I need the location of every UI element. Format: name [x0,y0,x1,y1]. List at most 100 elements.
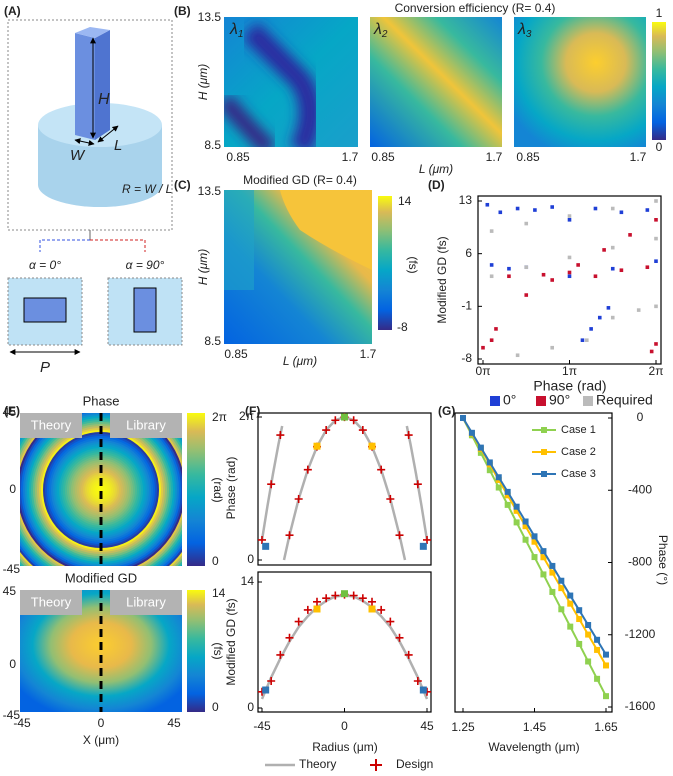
design-point [331,416,340,425]
heatmap [224,190,372,344]
y-tick-label: -800 [628,555,652,569]
data-point [594,646,601,653]
data-point [603,693,609,700]
data-point [498,210,503,215]
data-point [549,562,556,569]
data-point [654,218,658,222]
data-point [558,606,565,613]
design-point [395,531,404,540]
y-axis-label: Phase (°) [656,535,670,585]
x-axis-label: Phase (rad) [533,378,606,394]
overlay-box [20,590,82,615]
design-point [395,633,404,642]
legend-label: 90° [549,392,570,408]
heatmap [514,17,646,147]
data-point [419,686,427,694]
data-point [419,542,427,550]
design-point [358,594,367,603]
data-point [619,268,624,273]
data-point [567,214,572,218]
lambda-index: 1 [238,29,244,40]
panel-label: (G) [438,404,455,418]
legend-swatch [541,449,547,455]
design-point [322,594,331,603]
data-point [485,202,490,207]
x-tick-label: 45 [420,719,434,733]
panel-title: Modified GD (R= 0.4) [243,173,357,187]
x-tick-label: 0.85 [371,150,395,164]
data-point [531,533,538,540]
colorbar-tick: -8 [397,320,408,334]
y-tick-label: 8.5 [204,334,221,348]
colorbar [187,590,205,712]
y-tick-label: 6 [465,246,472,260]
cylinder [38,125,162,207]
data-point [540,571,547,578]
data-point [576,640,583,647]
data-point [540,548,547,555]
data-point [486,459,493,466]
pillar-top [75,27,110,38]
data-point [313,605,321,613]
data-point [645,265,650,270]
data-point [540,554,547,561]
design-point [377,605,386,614]
data-point [576,607,583,614]
colorbar-tick: 14 [212,586,226,600]
overlay-label: Theory [31,417,72,432]
data-point [313,442,321,450]
wavelength-label: λ1 [229,21,243,39]
y-tick-label: 13.5 [198,10,222,24]
data-point [489,338,494,342]
data-point [341,413,348,421]
design-point [423,535,431,544]
data-point [585,621,592,628]
data-point [513,503,520,510]
data-point [262,542,270,550]
overlay-box [110,590,182,615]
data-point [593,274,598,279]
legend-swatch [490,396,500,406]
data-point [654,342,658,346]
x-tick-label: 0 [98,716,105,730]
lambda-index: 3 [526,29,532,40]
design-point [386,495,395,504]
data-point [567,274,572,279]
data-point [489,229,494,233]
legend-label: 0° [503,392,516,408]
data-point [606,306,611,310]
design-point [377,465,386,474]
pillar-top-view [133,287,157,333]
data-point [550,278,554,282]
x-axis-label: Wavelength (μm) [488,740,579,754]
x-tick-label: 1.25 [451,720,475,734]
heatmap-region [224,190,254,290]
label-h: H [98,91,110,108]
y-axis-label: Modified GD (fs) [224,598,238,685]
design-point [303,465,312,474]
heatmap-band [224,94,277,147]
data-point [531,554,538,561]
x-tick-label: 45 [167,716,181,730]
legend-label: Case 3 [561,468,596,480]
data-point [602,248,606,252]
data-point [513,519,520,526]
y-tick-label: 14 [241,574,255,588]
design-point [331,591,340,600]
data-point [567,623,574,630]
data-point [460,415,466,421]
data-point [481,345,485,350]
data-point [567,255,572,260]
legend-swatch [536,396,546,406]
data-point [549,569,556,576]
design-point [258,535,266,544]
x-tick-label: 1π [562,364,577,378]
data-point [524,293,529,297]
design-point [285,633,294,642]
y-axis-label: H (μm) [196,64,210,101]
data-point [495,474,502,481]
colorbar-unit: (fs) [211,642,225,659]
data-point [645,208,650,212]
alpha-label: α = 0° [29,258,61,272]
data-point [580,338,585,342]
